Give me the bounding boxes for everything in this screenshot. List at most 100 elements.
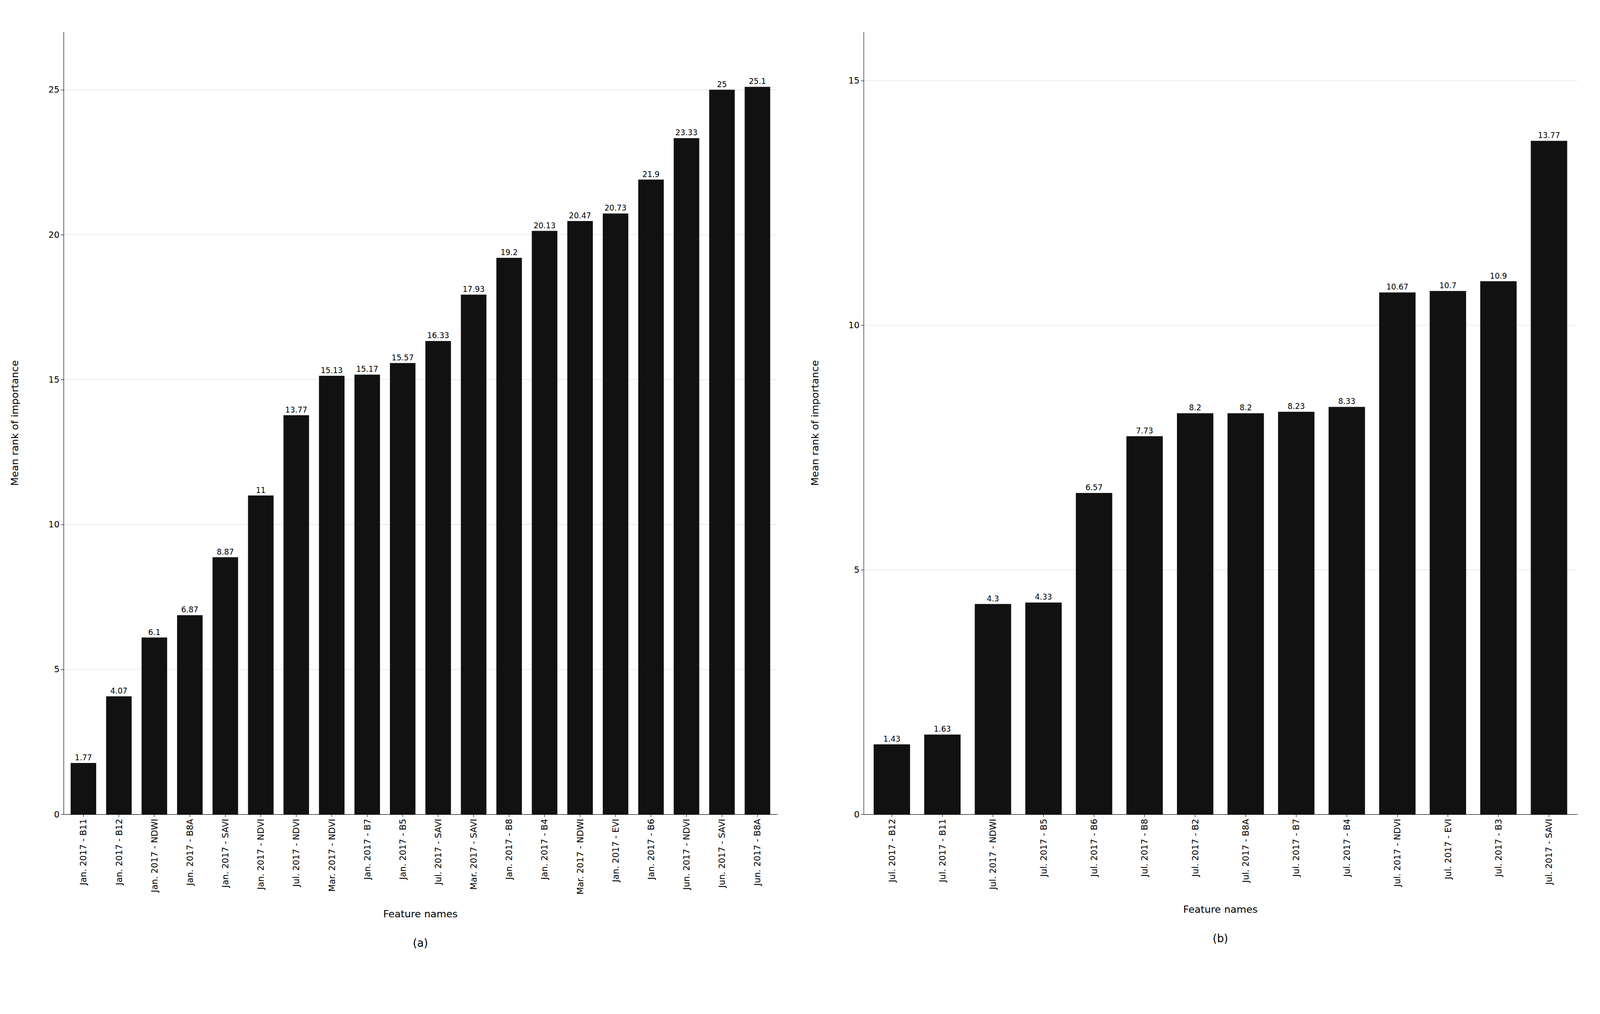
grid-line: [63, 234, 778, 235]
bar: [1025, 602, 1062, 815]
bar: [708, 89, 735, 815]
tick: 20: [48, 229, 64, 240]
y-axis-title: Mean rank of importance: [809, 359, 821, 486]
tick-mark: [118, 814, 119, 818]
bar: [283, 415, 310, 815]
tick-label: Jul. 2017 - SAVI: [1543, 818, 1554, 886]
tick: Jul. 2017 - B12: [886, 814, 897, 883]
bar: [924, 734, 961, 815]
tick-mark: [861, 80, 864, 82]
tick: 10: [848, 320, 864, 330]
tick-label: Jan. 2017 - B11: [78, 818, 89, 886]
tick: Jul. 2017 - B2: [1190, 814, 1201, 877]
tick-mark: [508, 814, 510, 818]
bar: [1378, 292, 1416, 815]
bar: [1227, 413, 1264, 815]
x-axis: Jul. 2017 - B12 Jul. 2017 - B11 Jul. 2017 …: [863, 814, 1578, 891]
tick-label: Jul. 2017 - B8: [1139, 818, 1150, 877]
tick-label: Jan. 2017 - B4: [539, 818, 550, 881]
tick-label: 15: [848, 75, 860, 86]
tick: 25: [48, 84, 64, 95]
axis-line: [63, 32, 64, 815]
tick-label: Jan. 2017 - B8: [503, 818, 514, 881]
tick-mark: [60, 669, 64, 670]
tick-label: 10: [48, 519, 60, 530]
data-label: 6.57: [1085, 482, 1103, 493]
tick-label: 20: [48, 229, 60, 240]
tick-mark: [1043, 814, 1044, 818]
x-axis-title: Feature names: [1183, 903, 1258, 916]
tick-label: Jul. 2017 - NDVI: [290, 818, 301, 887]
tick-label: Jul. 2017 - NDWI: [987, 818, 998, 891]
tick-mark: [861, 325, 864, 326]
tick-mark: [154, 814, 155, 818]
tick: Mar. 2017 - SAVI: [468, 814, 479, 890]
tick-mark: [1397, 814, 1398, 818]
tick-mark: [367, 814, 368, 818]
bar: [106, 696, 132, 815]
data-label: 15.17: [356, 364, 379, 374]
tick-label: Jul. 2017 - B4: [1341, 818, 1352, 877]
tick: Jul. 2017 - NDVI: [1392, 814, 1403, 887]
tick-mark: [402, 814, 404, 818]
tick: Jan. 2017 - B11: [78, 814, 89, 886]
data-label: 13.77: [285, 405, 308, 415]
tick-mark: [544, 814, 545, 818]
tick: 5: [853, 564, 864, 575]
tick: Jul. 2017 - B3: [1493, 814, 1504, 877]
bar: [1531, 140, 1568, 815]
bar: [567, 221, 593, 815]
bar: [638, 179, 664, 815]
tick-mark: [891, 814, 892, 818]
bar: [460, 294, 487, 815]
annotation: (a): [413, 936, 429, 950]
x-axis: Jan. 2017 - B11 Jan. 2017 - B12 Jan. 2017 …: [64, 814, 778, 895]
tick: Mar. 2017 - NDVI: [326, 814, 337, 892]
data-label: 1.63: [933, 724, 951, 734]
tick: Jan. 2017 - B12: [113, 814, 124, 886]
tick-label: Jul. 2017 - B5: [1038, 818, 1049, 877]
tick: 0: [853, 809, 864, 820]
figure: Jan. 2017 - B11 Jan. 2017 - B12 Jan. 2017 …: [0, 0, 1600, 1014]
grid-line: [863, 324, 1578, 326]
grid-line: [863, 80, 1578, 81]
data-label: 4.33: [1034, 592, 1053, 602]
tick-label: Jul. 2017 - B12: [886, 818, 897, 883]
tick: Jun. 2017 - B8A: [752, 814, 763, 887]
tick-mark: [1295, 814, 1297, 818]
tick: Jul. 2017 - EVI: [1442, 814, 1453, 880]
bar: [744, 86, 771, 815]
tick-mark: [686, 814, 687, 818]
tick-label: Mar. 2017 - NDVI: [326, 818, 337, 892]
data-label: 10.9: [1489, 271, 1507, 281]
grid-line: [63, 379, 778, 380]
y-axis: 0 5 10 15: [848, 32, 864, 820]
grid: [63, 89, 778, 815]
tick-mark: [60, 234, 64, 236]
tick: 15: [48, 374, 64, 385]
data-label: 8.23: [1287, 401, 1305, 411]
data-label: 6.87: [181, 605, 199, 615]
tick-mark: [1447, 814, 1448, 818]
tick-mark: [189, 814, 191, 818]
tick-label: 0: [54, 809, 60, 820]
tick: 0: [54, 809, 64, 820]
data-label: 8.2: [1239, 403, 1252, 413]
tick-label: Jan. 2017 - SAVI: [220, 818, 231, 888]
tick: Jul. 2017 - B6: [1088, 814, 1099, 877]
bar: [531, 231, 558, 815]
tick-mark: [60, 814, 64, 815]
tick: Jul. 2017 - B11: [937, 814, 948, 883]
tick-mark: [260, 814, 261, 818]
grid-line: [63, 669, 778, 670]
grid-line: [863, 569, 1578, 571]
tick-label: Jul. 2017 - NDVI: [1392, 818, 1403, 887]
bar: [873, 744, 911, 815]
tick-label: Jul. 2017 - B7: [1290, 818, 1301, 877]
bar: [319, 375, 345, 815]
bar: [673, 137, 700, 815]
bar: [212, 557, 238, 815]
axis-line: [863, 32, 865, 815]
data-label: 21.9: [642, 169, 660, 179]
data-label: 10.67: [1386, 282, 1409, 292]
